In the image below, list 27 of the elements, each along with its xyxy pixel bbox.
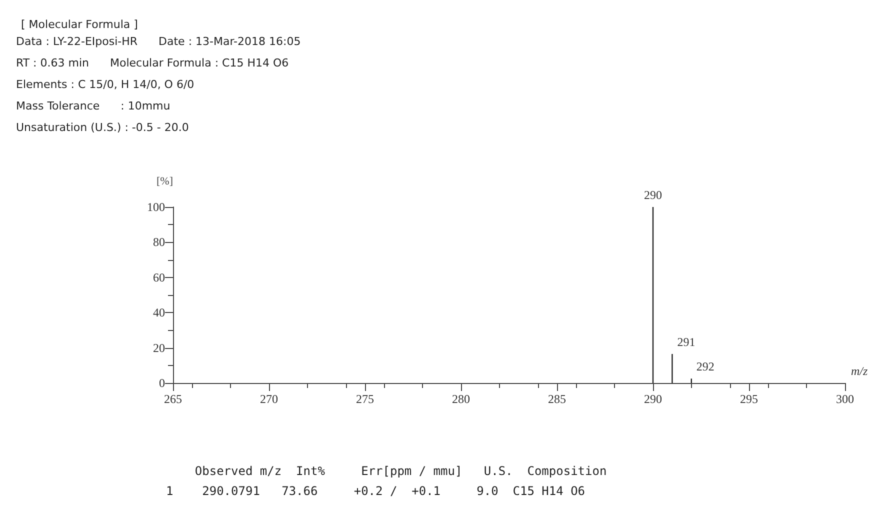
text: Unsaturation (U.S.) : -0.5 - 20.0 (16, 121, 189, 134)
text: Mass Tolerance : 10mmu (16, 100, 170, 112)
y-tick-label: 40 (153, 306, 165, 320)
x-tick-label: 295 (740, 392, 758, 406)
y-axis-title: [%] (156, 176, 173, 188)
x-tick-label: 300 (836, 392, 854, 406)
y-tick-label: 80 (153, 235, 165, 250)
x-tick-label: 280 (452, 392, 470, 406)
annotation: 291 (677, 334, 696, 349)
x-tick-label: 275 (356, 392, 374, 406)
y-tick-label: 100 (147, 200, 165, 214)
text: Elements : C 15/0, H 14/0, O 6/0 (16, 78, 194, 91)
annotation: 292 (696, 360, 714, 374)
x-tick-label: 265 (164, 392, 182, 406)
y-tick-label: 60 (153, 270, 165, 284)
text: Observed m/z Int% Err[ppm / mmu] U.S. Composition (166, 464, 607, 478)
y-tick-label: 20 (153, 340, 165, 355)
x-tick-label: 285 (548, 392, 566, 406)
text: RT : 0.63 min Molecular Formula : C15 H14 O6 (16, 56, 289, 70)
text: [ Molecular Formula ] (21, 18, 138, 31)
x-tick-label: 290 (644, 392, 662, 406)
text: 1 290.0791 73.66 +0.2 / +0.1 9.0 C15 H14 O6 (166, 484, 586, 498)
x-tick-label: 270 (260, 392, 278, 406)
text: Data : LY-22-EIposi-HR Date : 13-Mar-2018 16:05 (16, 35, 301, 48)
y-tick-label: 0 (159, 376, 165, 390)
x-axis-title: m/z (851, 364, 868, 378)
annotation: 290 (644, 188, 662, 202)
